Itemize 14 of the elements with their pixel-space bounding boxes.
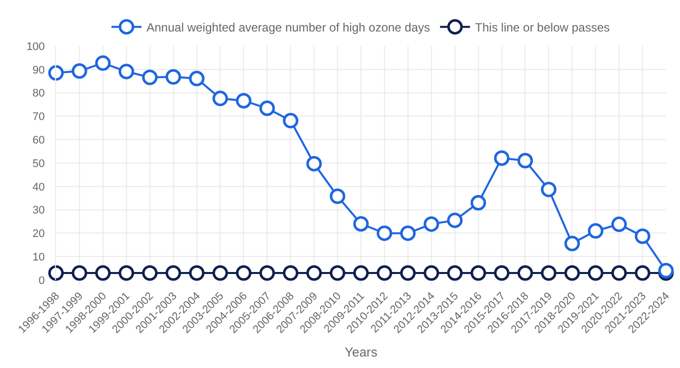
y-tick-label: 90 <box>32 64 45 76</box>
y-tick-label: 70 <box>32 111 45 124</box>
y-tick-label: 80 <box>32 88 45 100</box>
y-tick-label: 20 <box>32 228 45 240</box>
y-tick-label: 30 <box>32 204 45 217</box>
y-tick-label: 60 <box>32 134 45 146</box>
y-tick-label: 50 <box>32 158 45 170</box>
y-tick-label: 40 <box>32 181 45 194</box>
legend-label: This line or below passes <box>475 20 610 34</box>
x-axis-title: Years <box>344 344 378 360</box>
y-tick-label: 10 <box>32 251 45 264</box>
legend-label: Annual weighted average number of high ozone days <box>146 20 430 34</box>
y-tick-label: 0 <box>38 274 45 287</box>
y-tick-label: 100 <box>26 40 45 53</box>
